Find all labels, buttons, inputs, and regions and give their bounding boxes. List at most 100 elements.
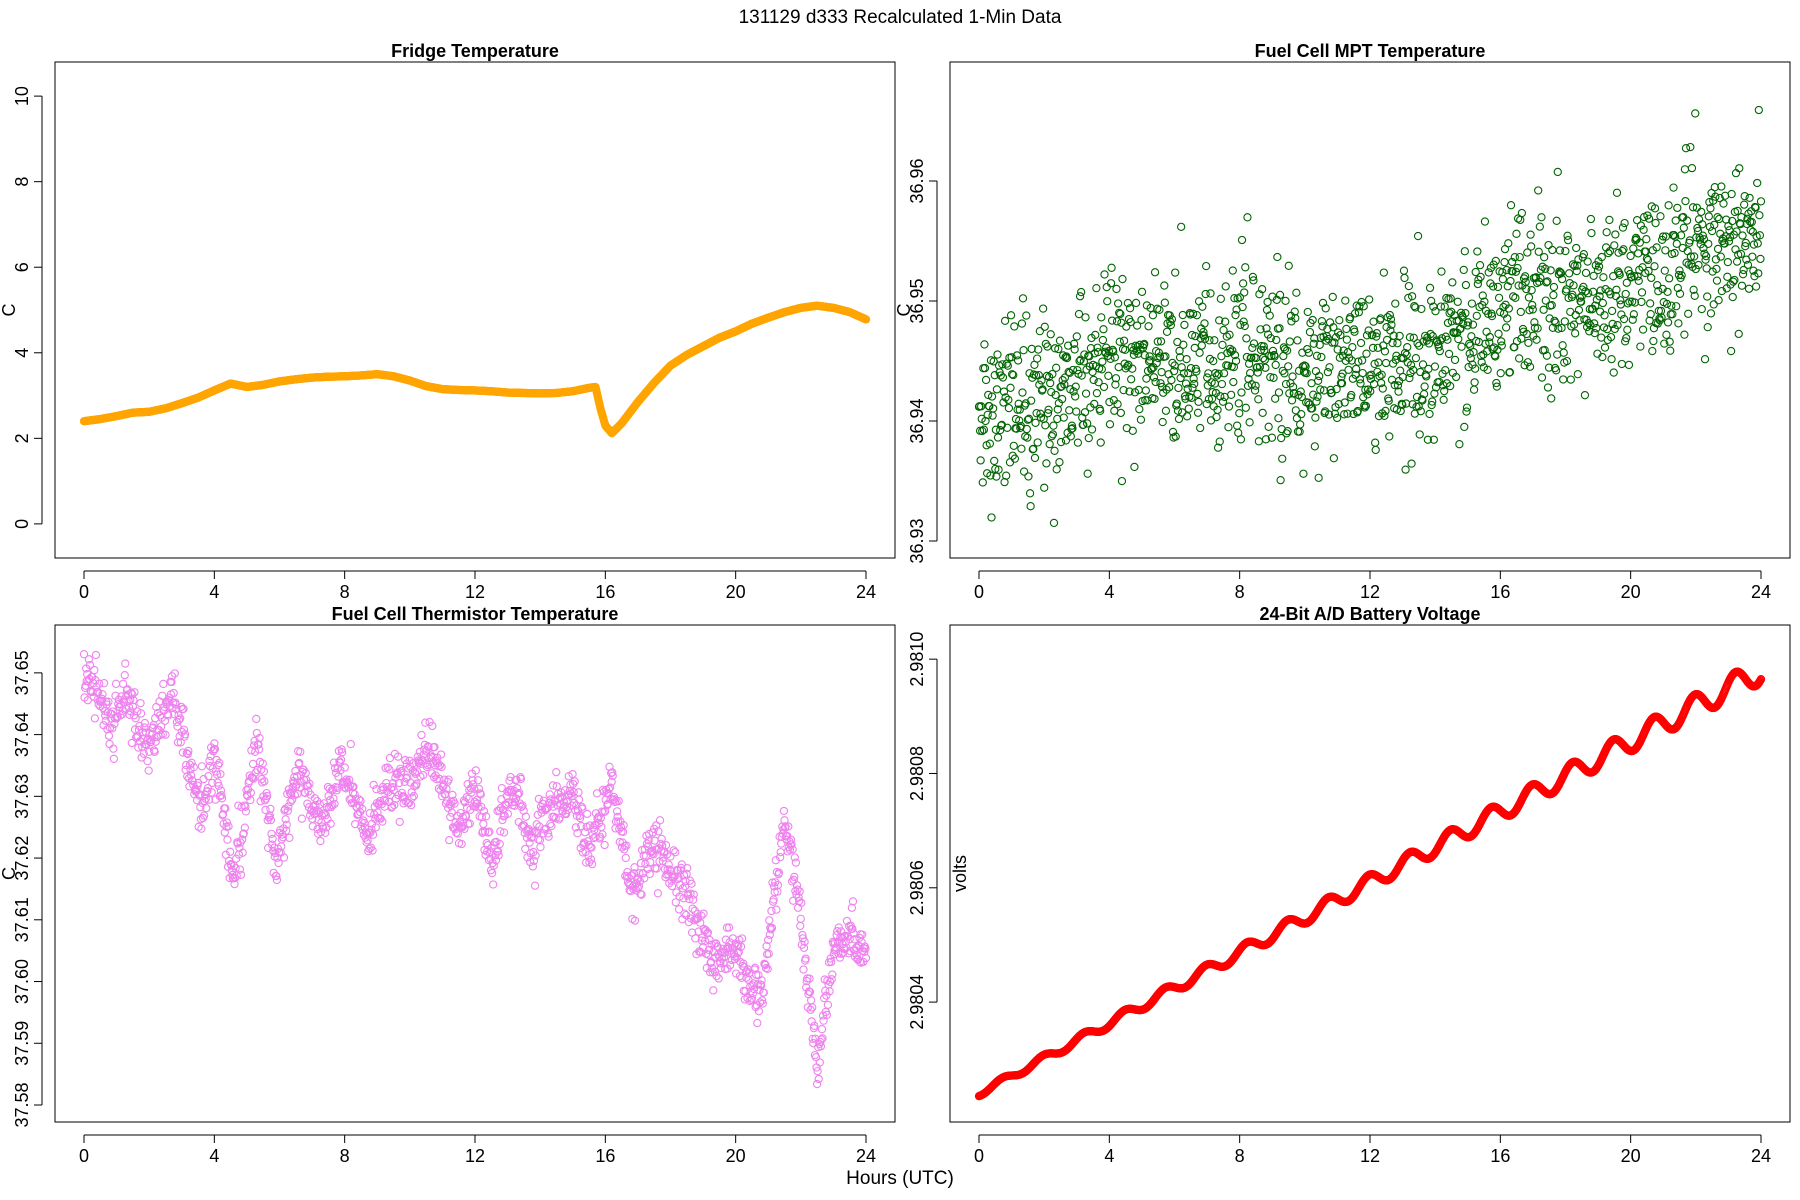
- data-point: [1342, 324, 1351, 334]
- data-point: [1411, 353, 1421, 363]
- data-point: [1607, 306, 1617, 316]
- data-point: [1425, 283, 1435, 293]
- x-tick-label: 16: [595, 1146, 615, 1166]
- data-point: [799, 965, 808, 974]
- data-point: [1737, 281, 1747, 290]
- data-point: [655, 816, 665, 825]
- data-point: [1469, 385, 1479, 394]
- data-point: [1083, 469, 1092, 478]
- data-point: [1599, 273, 1608, 282]
- data-point: [1218, 340, 1227, 350]
- data-point: [1450, 355, 1460, 365]
- data-point: [1548, 245, 1557, 255]
- data-point: [1448, 278, 1457, 287]
- data-point: [1756, 254, 1765, 264]
- x-tick-label: 24: [856, 582, 876, 602]
- data-point: [90, 665, 99, 675]
- data-point: [1224, 402, 1234, 411]
- x-tick-label: 4: [209, 1146, 219, 1166]
- data-point: [1551, 366, 1561, 375]
- data-point: [1006, 311, 1016, 320]
- data-point: [1210, 336, 1219, 345]
- data-point: [1099, 382, 1109, 392]
- data-point: [1237, 235, 1247, 245]
- data-point: [90, 714, 100, 723]
- y-tick-label: 2.9810: [907, 632, 927, 687]
- data-point: [1019, 346, 1028, 355]
- data-point: [1195, 348, 1204, 357]
- panel-title: Fridge Temperature: [391, 41, 559, 61]
- data-point: [1303, 307, 1312, 317]
- data-point: [1709, 300, 1718, 309]
- data-point: [445, 836, 454, 845]
- data-point: [1241, 403, 1250, 412]
- data-point: [1714, 296, 1723, 305]
- data-point: [779, 806, 789, 816]
- data-point: [1149, 373, 1159, 382]
- data-point: [1348, 343, 1357, 352]
- data-point: [1371, 445, 1380, 455]
- data-point: [1017, 319, 1027, 328]
- data-point: [552, 767, 561, 777]
- data-point: [1242, 334, 1251, 343]
- data-point: [1158, 417, 1167, 427]
- data-point: [169, 688, 178, 698]
- x-tick-label: 0: [79, 1146, 89, 1166]
- data-point: [1473, 247, 1482, 256]
- data-point: [1500, 258, 1509, 267]
- data-point: [621, 853, 630, 863]
- data-point: [1399, 266, 1409, 275]
- data-point: [1161, 406, 1171, 415]
- data-point: [530, 881, 540, 890]
- data-point: [1444, 349, 1454, 359]
- plot-frame: [54, 624, 896, 1123]
- data-point: [1179, 340, 1188, 349]
- data-point: [1713, 244, 1723, 254]
- data-point: [1122, 322, 1131, 331]
- data-point: [1537, 373, 1547, 382]
- data-point: [1498, 275, 1508, 284]
- data-point: [447, 808, 457, 817]
- data-point: [136, 698, 145, 708]
- data-point: [1726, 346, 1736, 356]
- data-point: [1404, 281, 1414, 291]
- x-tick-label: 4: [209, 582, 219, 602]
- data-point: [1155, 305, 1164, 315]
- data-point: [1616, 300, 1625, 309]
- data-point: [1200, 319, 1209, 328]
- data-point: [1105, 420, 1115, 429]
- data-point: [1198, 302, 1207, 311]
- data-point: [1033, 354, 1042, 363]
- data-point: [1117, 476, 1127, 486]
- data-point: [1341, 296, 1350, 305]
- data-point: [1221, 282, 1230, 291]
- data-point: [1706, 309, 1716, 318]
- data-point: [1663, 318, 1673, 327]
- data-point: [1460, 247, 1469, 256]
- data-point: [1293, 336, 1302, 345]
- data-point: [1647, 273, 1656, 283]
- data-point: [1638, 325, 1648, 334]
- data-point: [796, 914, 805, 923]
- data-point: [1745, 193, 1754, 203]
- data-point: [1680, 330, 1689, 339]
- data-point: [1053, 414, 1062, 424]
- data-point: [1365, 295, 1374, 304]
- data-point: [1686, 142, 1695, 152]
- data-point: [817, 1025, 827, 1034]
- y-tick-label: 36.96: [907, 158, 927, 203]
- x-tick-label: 20: [1621, 1146, 1641, 1166]
- data-point: [1128, 426, 1137, 435]
- data-point: [1549, 282, 1559, 292]
- data-point: [252, 714, 261, 724]
- data-point: [1621, 289, 1630, 299]
- data-point: [1583, 257, 1592, 266]
- data-point: [1598, 298, 1608, 308]
- data-point: [1623, 325, 1632, 334]
- data-point: [1756, 197, 1766, 206]
- data-point: [1178, 310, 1187, 320]
- data-point: [1087, 425, 1097, 434]
- data-point: [1099, 325, 1108, 334]
- data-point: [1248, 343, 1257, 352]
